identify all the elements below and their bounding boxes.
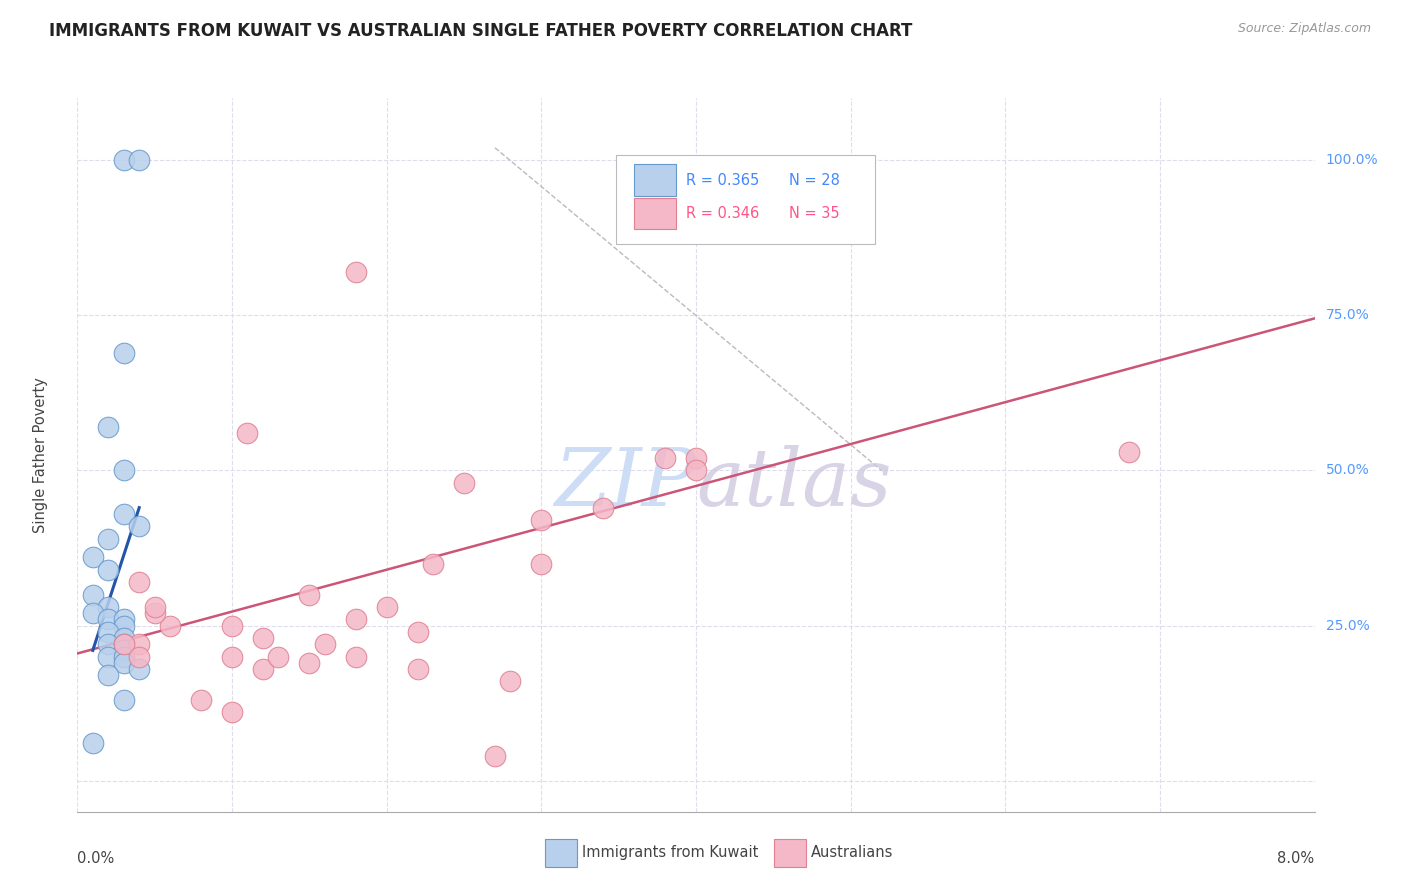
- Point: [406, 624, 429, 639]
- Point: [112, 463, 135, 477]
- Point: [190, 693, 212, 707]
- Point: [484, 748, 506, 763]
- Point: [112, 618, 135, 632]
- Point: [375, 599, 398, 614]
- Text: Australians: Australians: [811, 845, 893, 860]
- Point: [112, 656, 135, 670]
- Text: R = 0.365: R = 0.365: [686, 173, 759, 187]
- Point: [252, 662, 274, 676]
- Point: [112, 637, 135, 651]
- Point: [128, 153, 150, 168]
- Point: [128, 637, 150, 651]
- Point: [1118, 445, 1140, 459]
- Text: R = 0.346: R = 0.346: [686, 206, 759, 221]
- Point: [221, 618, 243, 632]
- Point: [314, 637, 336, 651]
- Point: [344, 612, 367, 626]
- Point: [82, 736, 104, 750]
- Text: 100.0%: 100.0%: [1326, 153, 1378, 167]
- Text: atlas: atlas: [696, 445, 891, 522]
- Point: [112, 649, 135, 664]
- Point: [143, 606, 166, 620]
- Text: 0.0%: 0.0%: [77, 851, 114, 866]
- Point: [82, 588, 104, 602]
- Point: [97, 637, 120, 651]
- Point: [685, 450, 707, 465]
- Point: [236, 426, 259, 441]
- Point: [128, 575, 150, 590]
- Point: [97, 532, 120, 546]
- Point: [112, 643, 135, 657]
- Point: [453, 475, 475, 490]
- Point: [112, 153, 135, 168]
- Text: Source: ZipAtlas.com: Source: ZipAtlas.com: [1237, 22, 1371, 36]
- Point: [112, 637, 135, 651]
- Point: [112, 693, 135, 707]
- Point: [97, 668, 120, 682]
- Point: [82, 606, 104, 620]
- Point: [97, 563, 120, 577]
- Point: [298, 588, 321, 602]
- Text: Immigrants from Kuwait: Immigrants from Kuwait: [582, 845, 758, 860]
- Point: [97, 649, 120, 664]
- Point: [97, 624, 120, 639]
- Point: [267, 649, 290, 664]
- Text: 50.0%: 50.0%: [1326, 464, 1369, 477]
- FancyBboxPatch shape: [634, 164, 676, 196]
- Point: [252, 631, 274, 645]
- Text: Single Father Poverty: Single Father Poverty: [32, 377, 48, 533]
- FancyBboxPatch shape: [616, 155, 876, 244]
- Point: [654, 450, 676, 465]
- Point: [97, 599, 120, 614]
- Point: [530, 513, 553, 527]
- FancyBboxPatch shape: [546, 838, 578, 867]
- Text: N = 28: N = 28: [789, 173, 839, 187]
- Point: [112, 612, 135, 626]
- FancyBboxPatch shape: [634, 198, 676, 229]
- Point: [143, 599, 166, 614]
- Point: [128, 649, 150, 664]
- Point: [344, 265, 367, 279]
- Point: [685, 463, 707, 477]
- Text: 25.0%: 25.0%: [1326, 618, 1369, 632]
- Point: [221, 706, 243, 720]
- Point: [406, 662, 429, 676]
- Point: [592, 500, 614, 515]
- FancyBboxPatch shape: [773, 838, 806, 867]
- Point: [159, 618, 181, 632]
- Point: [82, 550, 104, 565]
- Text: N = 35: N = 35: [789, 206, 839, 221]
- Point: [298, 656, 321, 670]
- Point: [221, 649, 243, 664]
- Point: [112, 345, 135, 359]
- Text: IMMIGRANTS FROM KUWAIT VS AUSTRALIAN SINGLE FATHER POVERTY CORRELATION CHART: IMMIGRANTS FROM KUWAIT VS AUSTRALIAN SIN…: [49, 22, 912, 40]
- Text: 8.0%: 8.0%: [1278, 851, 1315, 866]
- Point: [530, 557, 553, 571]
- Point: [422, 557, 444, 571]
- Point: [128, 662, 150, 676]
- Point: [97, 420, 120, 434]
- Point: [112, 507, 135, 521]
- Point: [344, 649, 367, 664]
- Point: [499, 674, 522, 689]
- Text: 75.0%: 75.0%: [1326, 309, 1369, 322]
- Point: [112, 631, 135, 645]
- Point: [128, 519, 150, 533]
- Text: ZIP: ZIP: [554, 445, 696, 522]
- Point: [97, 612, 120, 626]
